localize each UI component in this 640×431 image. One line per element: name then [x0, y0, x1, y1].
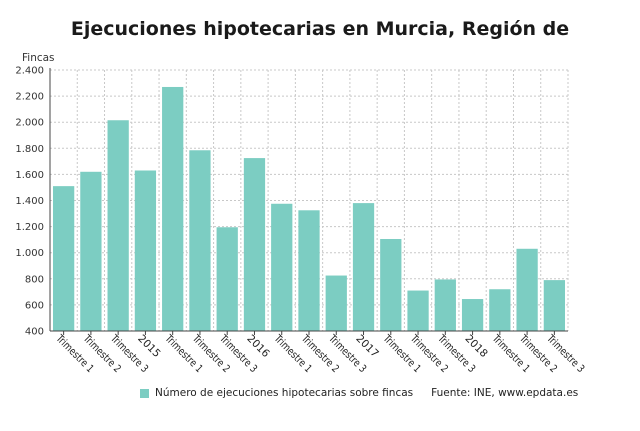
y-tick-label: 800 [25, 274, 44, 285]
chart-title: Ejecuciones hipotecarias en Murcia, Regi… [70, 18, 570, 40]
y-tick-label: 1.200 [15, 222, 44, 233]
bar [407, 290, 429, 331]
y-tick-label: 600 [25, 300, 44, 311]
bar [543, 280, 566, 331]
bar [134, 170, 157, 331]
y-tick-label: 1.400 [15, 196, 44, 207]
y-tick-label: 1.800 [15, 144, 44, 155]
source-note: Fuente: INE, www.epdata.es [431, 387, 579, 399]
bar [516, 248, 538, 331]
legend-swatch [140, 388, 149, 398]
legend-label: Número de ejecuciones hipotecarias sobre… [155, 387, 414, 399]
y-tick-label: 2.400 [15, 66, 44, 77]
y-axis-label: Fincas [22, 52, 55, 64]
y-tick-label: 2.200 [15, 92, 44, 103]
bar [489, 289, 511, 331]
bar [298, 210, 320, 331]
bar [461, 299, 484, 331]
bar [52, 186, 75, 331]
bar [80, 171, 102, 331]
bar [243, 158, 266, 331]
y-tick-label: 1.000 [15, 248, 44, 259]
y-tick-label: 400 [25, 327, 44, 338]
y-tick-label: 1.600 [15, 170, 44, 181]
bar [162, 86, 184, 331]
legend: Número de ejecuciones hipotecarias sobre… [140, 387, 578, 399]
bar [107, 120, 129, 332]
bar [325, 275, 347, 331]
y-tick-label: 2.000 [15, 118, 44, 129]
bar [434, 279, 456, 331]
bar [189, 150, 211, 331]
bar [271, 203, 293, 331]
bar [380, 238, 402, 331]
bar [352, 203, 375, 331]
bar [216, 227, 238, 331]
